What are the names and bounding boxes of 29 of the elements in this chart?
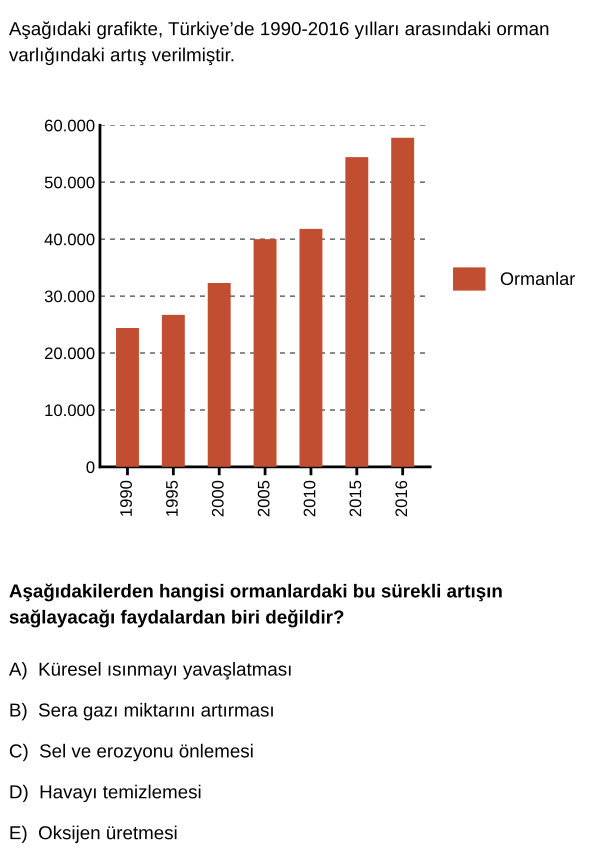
y-tick-label: 40.000 (44, 234, 94, 246)
bar (299, 228, 322, 467)
legend-label: Ormanlar (500, 272, 575, 286)
x-tick-label: 2016 (395, 480, 408, 516)
bar (116, 328, 139, 467)
y-tick-label: 60.000 (44, 120, 94, 132)
y-tick-label: 30.000 (44, 290, 94, 302)
text: C) Sel ve erozyonu önlemesi (10, 744, 253, 762)
x-tick-label: 1995 (166, 480, 178, 516)
text: B) Sera gazı miktarını artırması (10, 702, 273, 720)
bar (254, 239, 277, 467)
bar (208, 282, 231, 467)
chart-title: Aşağıdaki grafikte, Türkiye’de 1990-2016 yılları arasındaki orman varlığındaki artış verilmiştir. (8, 21, 548, 66)
y-tick-label: 0 (86, 461, 94, 474)
bar (391, 138, 414, 467)
text: E) Oksijen üretmesi (10, 826, 176, 844)
x-tick-label: 2010 (304, 480, 316, 516)
y-tick-label: 20.000 (44, 347, 94, 360)
x-tick-label: 2015 (349, 480, 362, 516)
text: A) Küresel ısınmayı yavaşlatması (8, 662, 291, 680)
y-tick-label: 10.000 (45, 404, 94, 416)
y-tick-label: 50.000 (44, 176, 94, 188)
text: D) Havayı temizlemesi (10, 784, 200, 802)
x-tick-label: 1990 (120, 480, 132, 516)
x-tick-label: 2005 (258, 480, 270, 516)
x-tick-label: 2000 (212, 480, 224, 516)
bar (345, 157, 368, 467)
text: Aşağıdakilerden hangisi ormanlardaki bu sürekli artışın sağlayacağı faydalardan biri değildir? (9, 584, 502, 628)
bar (162, 314, 185, 467)
